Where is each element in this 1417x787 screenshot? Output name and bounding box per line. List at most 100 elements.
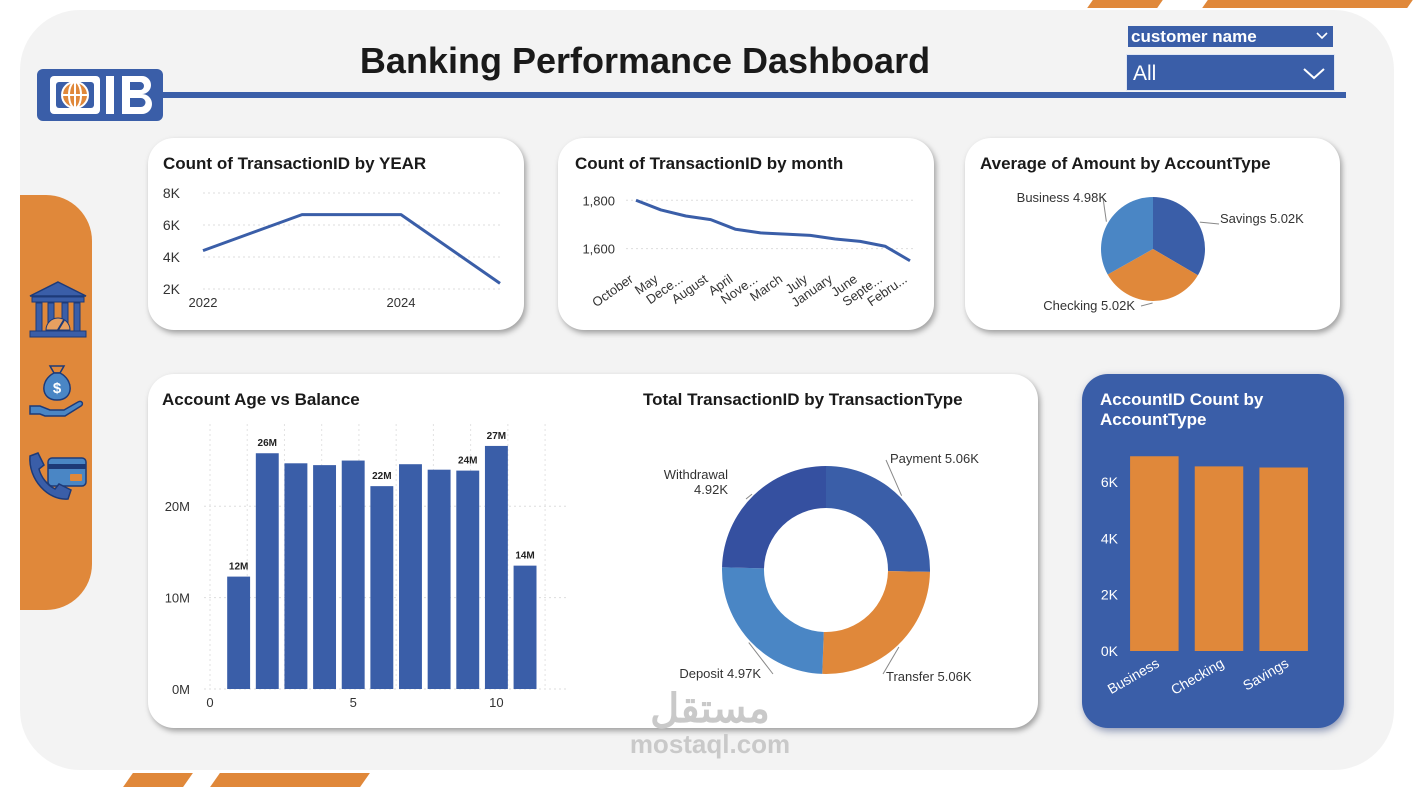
bar	[456, 470, 480, 689]
series-line	[635, 198, 911, 263]
slice-label: Withdrawal	[664, 467, 728, 482]
bar	[484, 445, 508, 689]
avg-amount-pie-chart: Savings 5.02K Checking 5.02K Business 4.98…	[1017, 190, 1305, 313]
bar	[341, 460, 365, 689]
y-tick-label: 8K	[163, 185, 181, 201]
chevron-down-icon	[1303, 68, 1325, 80]
bar	[313, 465, 337, 689]
leader-line	[885, 459, 903, 496]
slice-label: Deposit 4.97K	[679, 666, 761, 681]
leader-line	[748, 642, 774, 675]
bar	[427, 469, 451, 689]
customer-name-dropdown[interactable]: All	[1126, 54, 1335, 91]
bank-icon[interactable]	[26, 280, 90, 340]
year-chart-card: Count of TransactionID by YEAR 2K 4K 6K 8K 2…	[148, 138, 524, 330]
cib-logo	[37, 69, 163, 121]
x-tick-label: 10	[489, 695, 503, 710]
txn-type-chart-title: Total TransactionID by TransactionType	[643, 390, 963, 409]
donut-slice	[826, 466, 930, 572]
account-count-title-line-2: AccountType	[1100, 410, 1207, 429]
data-label: 24M	[458, 456, 477, 467]
leader-line	[1102, 197, 1107, 222]
bar	[1194, 466, 1244, 651]
x-tick-label: Checking	[1168, 655, 1227, 698]
bar	[255, 453, 279, 689]
slicer-label-text: customer name	[1131, 27, 1257, 46]
svg-text:$: $	[53, 380, 62, 397]
y-tick-label: 1,600	[582, 242, 615, 257]
x-tick-label: Business	[1105, 655, 1162, 697]
avg-amount-chart-title: Average of Amount by AccountType	[980, 154, 1271, 173]
avg-amount-chart-card: Average of Amount by AccountType Savings…	[965, 138, 1340, 330]
y-tick-label: 4K	[1101, 530, 1119, 546]
series-line	[202, 213, 501, 285]
data-label: 12M	[229, 562, 248, 573]
age-balance-card: Account Age vs Balance Total Transaction…	[148, 374, 1038, 728]
pie-slice	[1107, 249, 1198, 301]
watermark-latin: mostaql.com	[629, 729, 791, 759]
money-bag-hand-icon[interactable]: $	[28, 360, 88, 420]
watermark: مستقل mostaql.com	[620, 688, 800, 758]
y-tick-label: 1,800	[582, 193, 615, 208]
donut-slice	[722, 466, 826, 569]
account-count-title-line-1: AccountID Count by	[1100, 390, 1264, 409]
data-label: 27M	[487, 431, 506, 442]
data-label: 22M	[372, 471, 391, 482]
y-tick-label: 10M	[165, 591, 190, 606]
y-tick-label: 0M	[172, 682, 190, 697]
x-tick-label: 5	[350, 695, 357, 710]
x-tick-label: 2022	[189, 295, 218, 310]
top-stripe-2	[1202, 0, 1413, 8]
bottom-stripe-1	[123, 773, 193, 787]
bottom-stripe-2	[210, 773, 370, 787]
x-tick-label: 2024	[387, 295, 416, 310]
bar	[1130, 456, 1179, 651]
y-tick-label: 2K	[1101, 587, 1119, 603]
data-label: 26M	[258, 438, 277, 449]
page-title: Banking Performance Dashboard	[359, 40, 931, 81]
y-tick-label: 20M	[165, 499, 190, 514]
leader-line	[1199, 221, 1220, 225]
x-tick-label: October	[589, 271, 636, 310]
bar	[227, 576, 251, 689]
dropdown-selected-value: All	[1133, 62, 1157, 85]
bar	[399, 464, 422, 689]
account-count-chart-title: AccountID Count by AccountType	[1100, 390, 1263, 430]
year-line-chart: 2K 4K 6K 8K 2022 2024	[163, 185, 501, 310]
account-count-bar-chart: 0K 2K 4K 6K Business Checking Savings	[1101, 456, 1308, 698]
slice-label: Checking 5.02K	[1043, 298, 1135, 313]
age-balance-chart-title: Account Age vs Balance	[162, 390, 360, 409]
account-count-card: AccountID Count by AccountType 0K 2K 4K 6K B…	[1082, 374, 1344, 728]
y-tick-label: 6K	[1101, 474, 1119, 490]
y-tick-label: 4K	[163, 249, 181, 265]
donut-slice	[722, 567, 824, 674]
bar	[513, 565, 537, 689]
leader-line	[1140, 302, 1153, 307]
year-chart-title: Count of TransactionID by YEAR	[163, 154, 427, 173]
age-balance-bar-chart: 0M 10M 20M 0 5 10 12M 26M 22M 24M 27M 14M Payment 5.…	[165, 424, 979, 710]
pie-slice	[1153, 197, 1205, 276]
chevron-down-icon[interactable]	[1315, 31, 1329, 41]
title-underline	[160, 92, 1346, 98]
slice-label: Transfer 5.06K	[886, 669, 972, 684]
y-tick-label: 6K	[163, 217, 181, 233]
top-stripe-1	[1087, 0, 1163, 8]
y-tick-label: 0K	[1101, 643, 1119, 659]
watermark-arabic: مستقل	[650, 687, 770, 731]
slice-label: 4.92K	[694, 482, 728, 497]
pie-slice	[1101, 197, 1153, 275]
y-tick-label: 2K	[163, 281, 181, 297]
bar	[1259, 467, 1308, 651]
slice-label: Business 4.98K	[1017, 190, 1108, 205]
slice-label: Savings 5.02K	[1220, 211, 1304, 226]
phone-card-icon[interactable]	[24, 450, 90, 510]
leader-line	[882, 646, 900, 675]
donut-slice	[822, 571, 930, 674]
month-chart-card: Count of TransactionID by month 1,600 1,8…	[558, 138, 934, 330]
month-line-chart: 1,6001,800OctoberMayDece...AugustAprilNo…	[582, 193, 915, 310]
x-tick-label: Savings	[1240, 655, 1291, 694]
bar	[370, 486, 394, 689]
slice-label: Payment 5.06K	[890, 451, 979, 466]
data-label: 14M	[515, 551, 534, 562]
